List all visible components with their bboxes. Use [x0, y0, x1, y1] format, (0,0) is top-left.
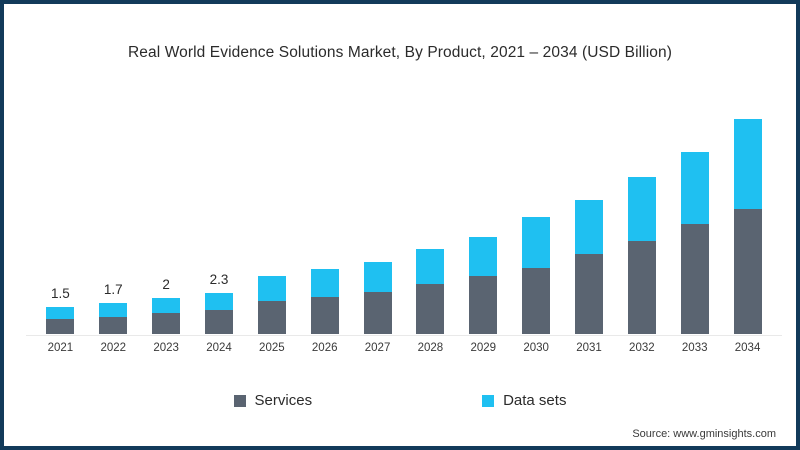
bar-group[interactable]	[680, 151, 709, 334]
bar-value-label: 1.5	[51, 285, 70, 301]
x-axis-tick-2034: 2034	[734, 342, 761, 354]
legend-swatch-data-sets	[482, 394, 495, 407]
bar-group[interactable]	[627, 177, 656, 334]
x-axis-tick-2023: 2023	[153, 342, 179, 354]
bar-value-label: 1.7	[103, 282, 123, 298]
x-axis-tick-2033: 2033	[681, 342, 708, 354]
bar-segment-services[interactable]	[627, 241, 656, 334]
bar-segment-services[interactable]	[680, 223, 709, 334]
legend-label-services: Services	[254, 392, 313, 409]
bar-segment-data-sets[interactable]	[627, 177, 656, 242]
bar-segment-data-sets[interactable]	[680, 151, 709, 224]
bar-segment-services[interactable]	[257, 300, 286, 334]
x-axis-tick-2022: 2022	[100, 342, 127, 354]
x-axis-tick-2025: 2025	[259, 342, 285, 354]
legend-item-services[interactable]: Services	[233, 392, 313, 409]
bar-segment-data-sets[interactable]	[99, 303, 128, 317]
bar-group[interactable]	[310, 269, 339, 334]
legend-label-data-sets: Data sets	[503, 392, 567, 409]
bar-segment-data-sets[interactable]	[416, 249, 445, 285]
x-axis-tick-2032: 2032	[629, 342, 655, 354]
bar-segment-services[interactable]	[46, 318, 75, 334]
x-axis-tick-2021: 2021	[47, 342, 74, 354]
x-axis-tick-2028: 2028	[417, 342, 444, 354]
bar-segment-services[interactable]	[152, 313, 181, 334]
x-axis-line	[26, 335, 782, 336]
bar-segment-data-sets[interactable]	[205, 292, 233, 310]
chart-legend: Services Data sets	[4, 392, 796, 409]
bar-value-label: 2	[162, 276, 170, 292]
bar-segment-services[interactable]	[733, 208, 762, 334]
x-axis-tick-2029: 2029	[470, 342, 497, 354]
bar-segment-services[interactable]	[575, 253, 603, 334]
bar-value-label: 2.3	[209, 271, 229, 287]
bar-segment-data-sets[interactable]	[152, 297, 181, 314]
x-axis-tick-2030: 2030	[523, 342, 549, 354]
x-axis-tick-2027: 2027	[364, 342, 391, 354]
bar-segment-services[interactable]	[205, 309, 233, 334]
legend-swatch-services	[233, 394, 246, 407]
x-axis-tick-2026: 2026	[311, 342, 338, 354]
bar-segment-data-sets[interactable]	[469, 236, 498, 277]
bar-group[interactable]	[522, 216, 551, 334]
x-axis-tick-2024: 2024	[206, 342, 232, 354]
bar-group[interactable]	[575, 200, 603, 334]
bar-segment-data-sets[interactable]	[46, 306, 75, 319]
bar-segment-data-sets[interactable]	[310, 269, 339, 298]
x-axis-tick-2031: 2031	[576, 342, 602, 354]
plot-area: 1.5 1.7 2 2.3	[34, 94, 774, 334]
bar-segment-data-sets[interactable]	[733, 119, 762, 209]
bar-group[interactable]: 1.7	[99, 282, 128, 334]
bar-group[interactable]: 2	[152, 277, 181, 334]
source-attribution: Source: www.gminsights.com	[632, 428, 776, 440]
bar-segment-data-sets[interactable]	[575, 200, 603, 254]
bar-group[interactable]	[257, 276, 286, 334]
bar-segment-data-sets[interactable]	[522, 216, 551, 269]
bar-segment-services[interactable]	[416, 284, 445, 334]
bar-segment-data-sets[interactable]	[363, 261, 392, 292]
bar-group[interactable]	[416, 249, 445, 334]
bar-group[interactable]	[469, 236, 498, 334]
bar-segment-services[interactable]	[99, 316, 128, 334]
bar-group[interactable]	[363, 261, 392, 334]
x-axis-tick-labels: 2021 2022 2023 2024 2025 2026 2027 2028 2029 2030…	[34, 342, 774, 362]
bar-segment-data-sets[interactable]	[257, 276, 286, 301]
bar-segment-services[interactable]	[522, 268, 551, 334]
bar-segment-services[interactable]	[469, 276, 498, 334]
chart-title: Real World Evidence Solutions Market, By…	[128, 44, 672, 61]
bar-group[interactable]: 1.5	[46, 286, 75, 334]
bar-segment-services[interactable]	[310, 297, 339, 334]
bar-segment-services[interactable]	[363, 291, 392, 334]
bar-group[interactable]: 2.3	[205, 272, 233, 334]
bar-group[interactable]	[733, 119, 762, 334]
legend-item-data-sets[interactable]: Data sets	[482, 392, 566, 409]
